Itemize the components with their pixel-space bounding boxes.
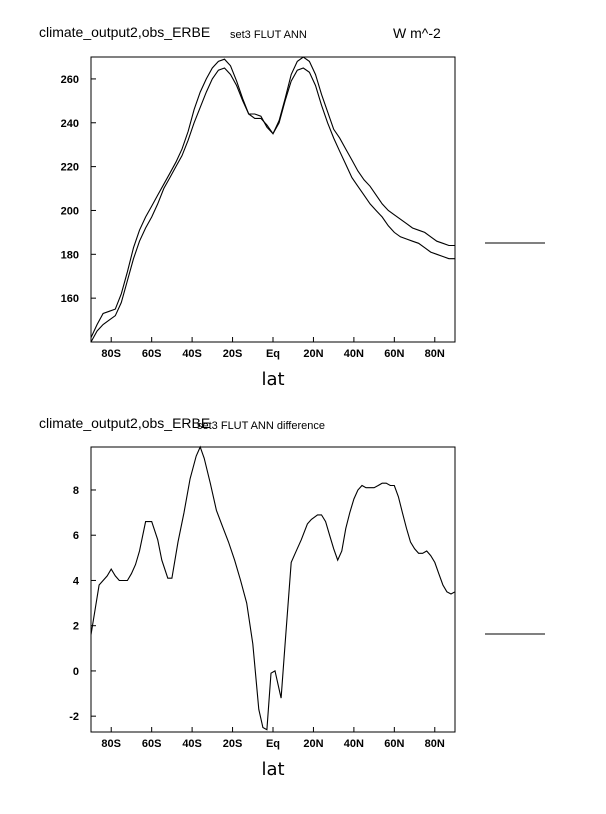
chart-title-left: climate_output2,obs_ERBE (39, 415, 210, 431)
series-group (90, 56, 455, 343)
y-tick-label: 2 (73, 621, 79, 633)
plot-frame (90, 56, 456, 343)
y-tick-label: -2 (69, 711, 79, 723)
x-tick-label: 60S (142, 348, 162, 360)
y-tick-label: 0 (73, 666, 79, 678)
x-tick-label: 60N (384, 348, 404, 360)
series-line-1 (90, 67, 455, 343)
x-tick-label: 40S (182, 348, 202, 360)
x-tick-label: 40N (344, 348, 364, 360)
y-tick-label: 180 (61, 249, 79, 261)
chart-title-center: set3 FLUT ANN difference (197, 420, 325, 432)
series-line-1 (90, 445, 456, 731)
x-tick-label: 20S (223, 738, 243, 750)
chart-title-center: set3 FLUT ANN (230, 29, 307, 41)
chart-title-left: climate_output2,obs_ERBE (39, 24, 210, 40)
x-tick-label: Eq (266, 738, 280, 750)
y-tick-label: 200 (61, 205, 79, 217)
y-tick-label: 220 (61, 162, 79, 174)
y-tick-label: 160 (61, 293, 79, 305)
chart-panel-difference: climate_output2,obs_ERBE set3 FLUT ANN d… (39, 415, 545, 780)
y-tick-label: 8 (73, 485, 79, 497)
x-tick-label: 40S (182, 738, 202, 750)
x-tick-label: 80N (425, 348, 445, 360)
y-tick-label: 240 (61, 118, 79, 130)
x-tick-label: Eq (266, 348, 280, 360)
x-tick-label: 20N (303, 738, 323, 750)
y-tick-label: 260 (61, 74, 79, 86)
x-tick-label: 60N (384, 738, 404, 750)
plot-frame (90, 446, 456, 733)
x-axis-label: lat (261, 759, 284, 780)
series-group (90, 445, 456, 731)
units-label: W m^-2 (393, 25, 441, 41)
y-tick-label: 6 (73, 530, 79, 542)
chart-panel-flut: climate_output2,obs_ERBE set3 FLUT ANN W… (39, 24, 545, 390)
x-tick-label: 20N (303, 348, 323, 360)
y-axis-ticks: -2 0 2 4 6 8 (69, 485, 96, 723)
x-tick-label: 40N (344, 738, 364, 750)
x-axis-label: lat (261, 369, 284, 390)
x-tick-label: 80S (101, 348, 121, 360)
series-line-2 (90, 56, 455, 338)
x-tick-label: 60S (142, 738, 162, 750)
y-axis-ticks: 160 180 200 220 240 260 (61, 74, 96, 305)
x-tick-label: 20S (223, 348, 243, 360)
x-tick-label: 80S (101, 738, 121, 750)
x-axis-ticks: 80S 60S 40S 20S Eq 20N 40N 60N 80N (101, 727, 445, 750)
y-tick-label: 4 (73, 575, 80, 587)
x-tick-label: 80N (425, 738, 445, 750)
x-axis-ticks: 80S 60S 40S 20S Eq 20N 40N 60N 80N (101, 337, 445, 360)
